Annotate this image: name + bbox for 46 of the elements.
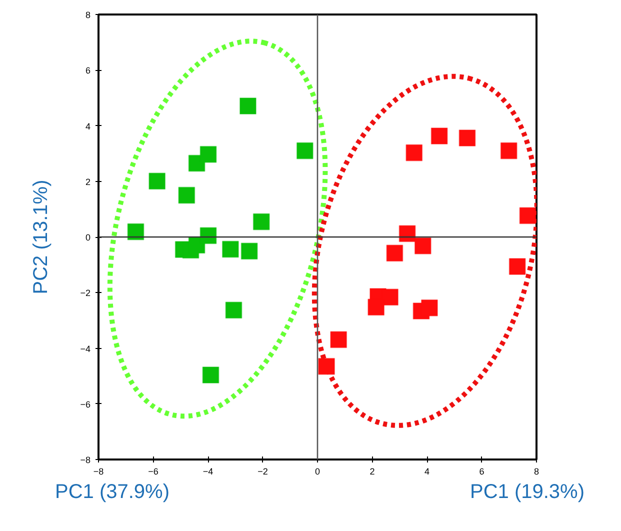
x-tick-label: 8 [534,466,540,476]
point [458,129,476,146]
point [240,242,258,260]
y-tick-label: 2 [85,176,91,187]
point [406,144,423,162]
y-tick-label: −2 [80,288,91,298]
y-axis-title: PC2 (13.1%) [30,180,52,294]
point [127,223,144,240]
point [225,302,242,319]
y-tick-label: 4 [85,121,91,132]
point [500,142,518,160]
point [200,227,217,244]
point [296,142,314,160]
x-tick-label: −6 [148,466,158,476]
y-tick-label: 0 [85,232,91,242]
point [222,240,239,258]
point [178,186,196,204]
text: PC1 (19.3%) [470,480,584,505]
y-tick-label: −4 [80,344,91,354]
y-tick-label: 8 [85,10,91,20]
x-tick-label: 6 [479,466,484,476]
point [508,258,526,275]
y-tick-label: −8 [80,455,91,465]
x-axis-title: PC1 (37.9%) [55,480,170,505]
x-tick-label: −2 [258,466,268,476]
point [420,299,438,316]
point [200,146,217,163]
point [330,331,348,348]
point [519,207,536,224]
point [239,98,256,115]
x-tick-label: 0 [314,466,320,476]
point [386,244,404,262]
x-tick-label: −8 [93,466,104,476]
y-tick-label: −6 [80,399,91,410]
point [202,366,220,384]
x-tick-label: −4 [202,466,214,476]
x-tick-label: 4 [424,466,430,476]
point [368,298,385,316]
point [148,172,166,190]
point [318,358,336,375]
y-tick-label: 6 [85,66,91,76]
point [398,225,416,242]
point [414,237,432,254]
x-tick-label: 2 [370,466,375,476]
point [430,128,448,145]
point [252,213,270,230]
